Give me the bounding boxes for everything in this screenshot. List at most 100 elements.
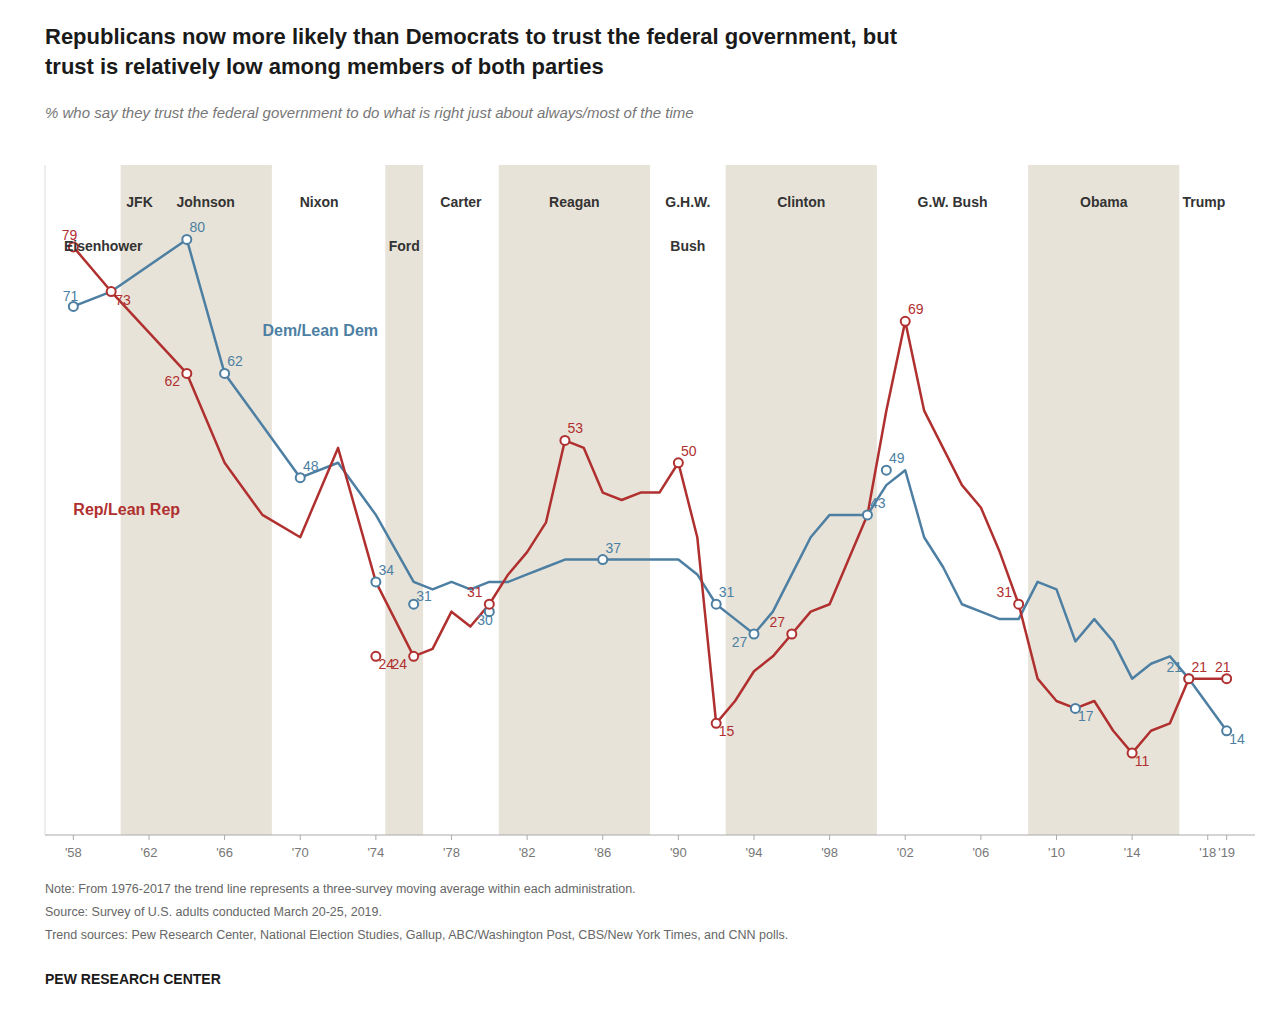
note: Trend sources: Pew Research Center, Nati… — [45, 928, 788, 942]
key-point — [787, 630, 796, 639]
annotation: Ford — [389, 238, 420, 254]
annotation: Bush — [670, 238, 705, 254]
data-label: 62 — [227, 353, 243, 369]
note: Note: From 1976-2017 the trend line repr… — [45, 882, 636, 896]
admin-shading — [385, 165, 423, 835]
data-label: 53 — [568, 420, 584, 436]
x-tick-label: '82 — [519, 845, 536, 860]
x-tick-label: '66 — [216, 845, 233, 860]
x-axis-line — [45, 835, 1255, 836]
x-tick-label: '86 — [594, 845, 611, 860]
data-label: 73 — [115, 292, 131, 308]
x-tick-label: '06 — [972, 845, 989, 860]
markers — [69, 235, 1231, 758]
x-tick-label: '62 — [141, 845, 158, 860]
x-tick-label: '58 — [65, 845, 82, 860]
key-point — [598, 555, 607, 564]
data-label: 21 — [1215, 659, 1231, 675]
x-tick — [829, 835, 830, 840]
source: PEW RESEARCH CENTER — [45, 971, 221, 987]
x-tick — [678, 835, 679, 840]
x-tick-label: '94 — [746, 845, 763, 860]
annotation: Johnson — [177, 194, 235, 210]
x-tick-label: '02 — [897, 845, 914, 860]
admin-shading — [1028, 165, 1179, 835]
data-label: 11 — [1135, 753, 1150, 769]
x-tick — [73, 835, 74, 840]
x-tick-label: '18 — [1199, 845, 1216, 860]
x-tick — [980, 835, 981, 840]
key-point — [1222, 674, 1231, 683]
key-point — [182, 369, 191, 378]
x-tick-label: '70 — [292, 845, 309, 860]
data-label: 21 — [1191, 659, 1207, 675]
key-point — [901, 317, 910, 326]
data-label: 62 — [165, 373, 181, 389]
x-tick — [602, 835, 603, 840]
x-tick-label: '90 — [670, 845, 687, 860]
annotation: Clinton — [777, 194, 825, 210]
x-tick — [753, 835, 754, 840]
key-point — [712, 600, 721, 609]
data-label: 31 — [996, 584, 1012, 600]
series-line — [73, 239, 1226, 730]
data-label: 30 — [477, 612, 493, 628]
legend-entry: Dem/Lean Dem — [262, 322, 378, 339]
data-label: 71 — [63, 288, 79, 304]
x-tick-label: '78 — [443, 845, 460, 860]
admin-shading — [499, 165, 650, 835]
annotation: Trump — [1183, 194, 1226, 210]
key-point — [674, 458, 683, 467]
note: Source: Survey of U.S. adults conducted … — [45, 905, 382, 919]
x-tick-label: '14 — [1124, 845, 1141, 860]
x-tick — [148, 835, 149, 840]
data-labels: 7180624834313037312743491721147973622424… — [62, 219, 1245, 769]
x-tick — [1207, 835, 1208, 840]
key-point — [409, 652, 418, 661]
key-point — [1184, 674, 1193, 683]
lines — [73, 239, 1226, 753]
annotation: G.H.W. — [665, 194, 710, 210]
x-tick-label: '98 — [821, 845, 838, 860]
key-point — [560, 436, 569, 445]
x-tick — [224, 835, 225, 840]
x-tick — [451, 835, 452, 840]
data-label: 43 — [870, 495, 886, 511]
data-label: 27 — [770, 614, 786, 630]
title: Republicans now more likely than Democra… — [45, 24, 898, 49]
data-label: 31 — [416, 588, 432, 604]
plot-area — [69, 165, 1231, 835]
annotation: Reagan — [549, 194, 600, 210]
key-point — [296, 473, 305, 482]
title: trust is relatively low among members of… — [45, 54, 604, 79]
annotation: Nixon — [300, 194, 339, 210]
data-label: 27 — [732, 634, 748, 650]
data-label: 37 — [605, 540, 621, 556]
key-point — [220, 369, 229, 378]
data-label: 21 — [1167, 659, 1183, 675]
legend-entry: Rep/Lean Rep — [73, 501, 180, 518]
data-label: 80 — [189, 219, 205, 235]
x-tick — [1132, 835, 1133, 840]
data-label: 49 — [889, 450, 905, 466]
data-label: 48 — [303, 458, 319, 474]
x-tick — [375, 835, 376, 840]
data-label: 17 — [1078, 708, 1094, 724]
data-label: 14 — [1229, 731, 1245, 747]
data-label: 15 — [719, 723, 735, 739]
x-tick — [1226, 835, 1227, 840]
key-point — [485, 600, 494, 609]
series-line — [73, 247, 1226, 753]
data-label: 34 — [379, 562, 395, 578]
key-point — [749, 630, 758, 639]
x-tick — [905, 835, 906, 840]
data-label: 50 — [681, 443, 697, 459]
annotation: Obama — [1080, 194, 1128, 210]
key-point — [1014, 600, 1023, 609]
y-axis-line — [45, 165, 46, 835]
data-label: 24 — [391, 656, 407, 672]
key-point — [863, 510, 872, 519]
x-tick-label: '74 — [367, 845, 384, 860]
admin-shading — [726, 165, 877, 835]
x-tick-label: '10 — [1048, 845, 1065, 860]
